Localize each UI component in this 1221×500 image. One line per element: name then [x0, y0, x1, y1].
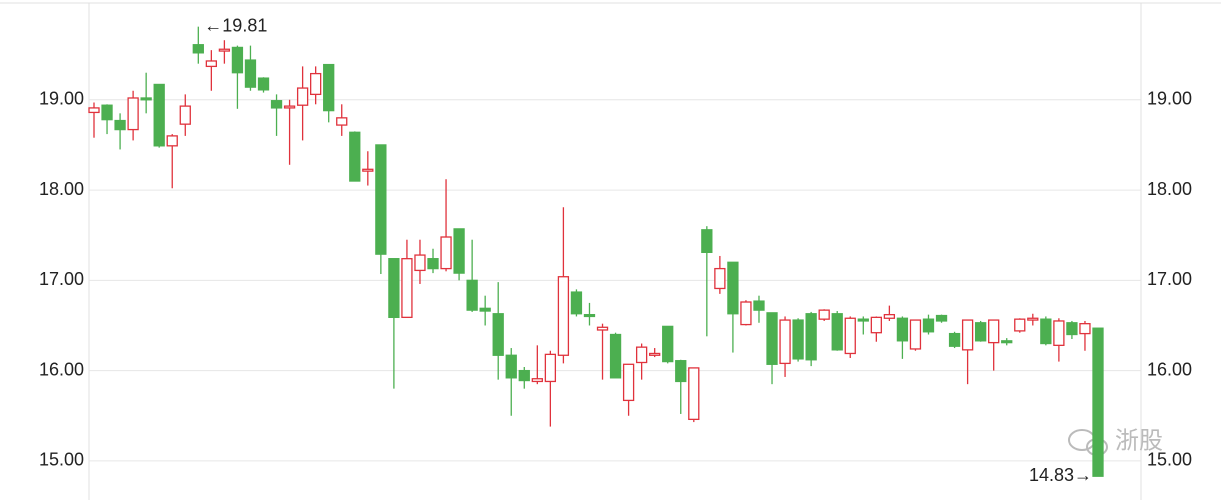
candle-body: [505, 354, 517, 379]
candle-body: [362, 168, 374, 172]
candle-body: [857, 318, 869, 322]
watermark: 浙股: [1115, 427, 1163, 454]
candle-body: [740, 301, 752, 326]
candle-body: [531, 378, 543, 383]
candle-body: [779, 319, 791, 365]
candle-body: [453, 228, 465, 274]
candle-body: [635, 346, 648, 364]
candle-body: [792, 319, 804, 360]
candle-body: [701, 229, 713, 254]
candle-body: [596, 326, 609, 331]
y-tick-label-right: 16.00: [1147, 359, 1192, 379]
candle-body: [283, 105, 296, 109]
candle-body: [401, 258, 413, 319]
candle-body: [583, 313, 596, 318]
y-tick-label-left: 15.00: [39, 450, 84, 470]
candle-body: [492, 313, 504, 356]
candle-body: [818, 309, 830, 320]
candle-body: [257, 77, 270, 91]
candles: [88, 26, 1104, 477]
candle-body: [336, 117, 348, 126]
candle-body: [375, 144, 387, 255]
candle-body: [270, 100, 283, 109]
candle-body: [349, 131, 361, 182]
candle-body: [688, 367, 700, 421]
candle-body: [140, 97, 152, 101]
candle-body: [518, 369, 530, 382]
candle-body: [296, 87, 309, 106]
candle-body: [466, 279, 478, 311]
candle-body: [766, 312, 778, 365]
candle-body: [1001, 340, 1013, 344]
candle-body: [974, 322, 987, 342]
candle-body: [192, 44, 204, 54]
candle-body: [831, 313, 843, 351]
candle-body: [988, 319, 1000, 344]
candle-body: [114, 119, 126, 131]
candle-body: [414, 254, 426, 272]
candle-body: [323, 63, 335, 112]
candle-body: [388, 258, 400, 319]
candle-body: [727, 261, 739, 315]
candle-body: [166, 135, 178, 147]
candle-body: [1027, 317, 1039, 321]
candle-body: [205, 60, 218, 68]
y-tick-label-left: 19.00: [39, 89, 84, 109]
candle-body: [948, 332, 961, 347]
candle-body: [649, 352, 661, 356]
candle-body: [127, 97, 139, 131]
candle-body: [662, 325, 674, 363]
candle-body: [805, 313, 817, 361]
candle-body: [714, 267, 726, 290]
candle-body: [310, 72, 322, 96]
candle-body: [440, 236, 452, 270]
y-tick-label-right: 18.00: [1147, 179, 1192, 199]
candle-body: [231, 46, 244, 74]
candle-body: [427, 258, 439, 270]
candle-body: [961, 319, 974, 351]
candle-body: [1066, 322, 1078, 336]
candle-body: [844, 317, 856, 355]
y-tick-label-right: 15.00: [1147, 450, 1192, 470]
candle-body: [557, 276, 570, 356]
min-annotation: 14.83→: [1029, 465, 1092, 485]
candle-body: [218, 48, 231, 52]
max-annotation: ←19.81: [204, 15, 267, 35]
y-tick-label-right: 19.00: [1147, 89, 1192, 109]
candle-body: [675, 360, 687, 383]
candle-body: [896, 317, 909, 342]
candle-body: [935, 314, 948, 322]
y-tick-label-left: 18.00: [39, 179, 84, 199]
candle-body: [88, 107, 100, 114]
candle-body: [244, 59, 257, 88]
candle-body: [479, 307, 491, 312]
candle-body: [622, 363, 635, 402]
candle-body: [1014, 318, 1026, 332]
candle-body: [1092, 327, 1104, 477]
candle-body: [101, 104, 113, 121]
y-tick-label-right: 17.00: [1147, 269, 1192, 289]
candle-body: [753, 300, 765, 311]
candle-body: [1053, 320, 1065, 346]
candle-body: [609, 333, 622, 379]
candle-body: [870, 316, 882, 334]
candle-body: [909, 319, 922, 350]
candle-body: [153, 83, 165, 147]
y-tick-label-left: 17.00: [39, 269, 84, 289]
candle-body: [922, 318, 935, 333]
candle-body: [179, 105, 191, 125]
y-tick-label-left: 16.00: [39, 359, 84, 379]
candle-body: [1040, 318, 1052, 345]
candle-body: [570, 291, 583, 315]
candle-body: [1079, 323, 1091, 335]
candle-body: [544, 353, 557, 383]
candle-body: [883, 313, 896, 319]
